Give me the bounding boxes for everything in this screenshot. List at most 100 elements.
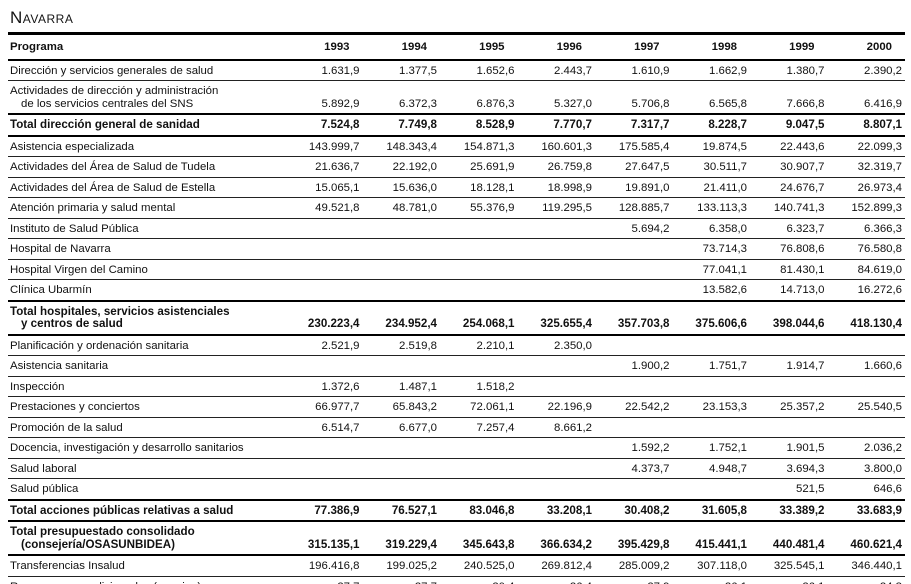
cell-value: 23.153,3 <box>672 396 750 418</box>
cell-value: 148.343,4 <box>362 135 440 157</box>
cell-value: 230.223,4 <box>285 299 363 336</box>
table-row: Total presupuestado consolidado (consejer… <box>8 520 905 556</box>
table-row: Transferencias Insalud 196.416,8 199.025,2… <box>8 555 905 577</box>
cell-value: 2.443,7 <box>517 59 595 81</box>
cell-value: 1.372,6 <box>285 376 363 397</box>
cell-value: 81.430,1 <box>750 259 828 280</box>
row-label-line1: Atención primaria y salud mental <box>10 202 176 214</box>
cell-value <box>827 334 905 356</box>
cell-value: 1.752,1 <box>672 437 750 459</box>
cell-value: 140.741,3 <box>750 197 828 219</box>
cell-value: 4.948,7 <box>672 458 750 479</box>
cell-value: 418.130,4 <box>827 299 905 336</box>
cell-value <box>362 478 440 500</box>
row-label-line1: Salud laboral <box>10 462 77 475</box>
cell-value: 37,7 <box>362 576 440 584</box>
cell-value: 325.655,4 <box>517 299 595 336</box>
cell-value: 375.606,6 <box>672 299 750 336</box>
column-header-year-2000: 2000 <box>827 32 905 61</box>
table-row: Promoción de la salud 6.514,7 6.677,0 7.257… <box>8 417 905 438</box>
cell-value <box>362 259 440 280</box>
row-label-line1: Inspección <box>10 380 65 393</box>
cell-value: 1.751,7 <box>672 355 750 377</box>
cell-value: 4.373,7 <box>595 458 673 479</box>
table-row: Instituto de Salud Pública 5.694,2 6.358,0… <box>8 218 905 239</box>
cell-value <box>595 334 673 356</box>
cell-value: 1.901,5 <box>750 437 828 459</box>
column-header-programa: Programa <box>8 32 285 61</box>
row-label: Clínica Ubarmín <box>8 279 285 301</box>
row-label: Instituto de Salud Pública <box>8 218 285 239</box>
cell-value: 1.660,6 <box>827 355 905 377</box>
cell-value: 7.317,7 <box>595 113 673 137</box>
row-label-line1: Planificación y ordenación sanitaria <box>10 339 189 352</box>
column-header-year-1997: 1997 <box>595 32 673 61</box>
cell-value: 3.800,0 <box>827 458 905 479</box>
cell-value: 21.636,7 <box>285 156 363 178</box>
cell-value: 48.781,0 <box>362 197 440 219</box>
row-label-line1: Hospital Virgen del Camino <box>10 263 148 276</box>
cell-value: 234.952,4 <box>362 299 440 336</box>
cell-value: 1.900,2 <box>595 355 673 377</box>
cell-value: 76.808,6 <box>750 238 828 260</box>
cell-value: 1.610,9 <box>595 59 673 81</box>
row-label: Prestaciones y conciertos <box>8 396 285 418</box>
row-label-line1: Clínica Ubarmín <box>10 284 92 296</box>
cell-value: 26.973,4 <box>827 177 905 198</box>
row-label-line1: Salud pública <box>10 483 79 495</box>
cell-value: 315.135,1 <box>285 520 363 556</box>
cell-value <box>285 437 363 459</box>
row-label: Recursos no condicionados (por cien) <box>8 576 285 584</box>
cell-value: 25.540,5 <box>827 396 905 418</box>
cell-value: 415.441,1 <box>672 520 750 556</box>
cell-value: 16.272,6 <box>827 279 905 301</box>
cell-value <box>362 355 440 377</box>
row-label-line1: Transferencias Insalud <box>10 560 125 572</box>
cell-value: 6.677,0 <box>362 417 440 438</box>
cell-value: 24.676,7 <box>750 177 828 198</box>
cell-value: 1.914,7 <box>750 355 828 377</box>
cell-value <box>517 458 595 479</box>
row-label: Asistencia sanitaria <box>8 355 285 377</box>
cell-value: 25.691,9 <box>440 156 518 178</box>
cell-value: 6.323,7 <box>750 218 828 239</box>
cell-value <box>827 376 905 397</box>
row-label: Dirección y servicios generales de salud <box>8 59 285 81</box>
cell-value: 66.977,7 <box>285 396 363 418</box>
cell-value <box>362 279 440 301</box>
column-header-year-1998: 1998 <box>672 32 750 61</box>
cell-value: 175.585,4 <box>595 135 673 157</box>
cell-value: 1.592,2 <box>595 437 673 459</box>
row-label-line1: Prestaciones y conciertos <box>10 401 140 413</box>
cell-value <box>517 355 595 377</box>
cell-value: 6.366,3 <box>827 218 905 239</box>
row-label-line1: Hospital de Navarra <box>10 243 111 255</box>
cell-value <box>285 238 363 260</box>
page-title: Navarra <box>10 8 74 27</box>
row-label: Actividades de dirección y administració… <box>8 80 285 115</box>
cell-value <box>672 417 750 438</box>
row-label-line1: Actividades del Área de Salud de Tudela <box>10 161 216 173</box>
cell-value: 460.621,4 <box>827 520 905 556</box>
cell-value: 25.357,2 <box>750 396 828 418</box>
row-label: Promoción de la salud <box>8 417 285 438</box>
cell-value: 30.907,7 <box>750 156 828 178</box>
cell-value: 15.065,1 <box>285 177 363 198</box>
row-label-line1: Total acciones públicas relativas a salu… <box>10 503 234 517</box>
row-label: Transferencias Insalud <box>8 555 285 577</box>
row-label-line2: (consejería/OSASUNBIDEA) <box>21 537 175 551</box>
table-row: Asistencia sanitaria 1.900,2 1.751,7 1.914,… <box>8 355 905 377</box>
cell-value: 26,1 <box>750 576 828 584</box>
table-header: Programa 1993 1994 1995 1996 1997 1998 1999 2000 <box>8 32 905 61</box>
cell-value: 19.891,0 <box>595 177 673 198</box>
cell-value <box>440 238 518 260</box>
cell-value: 6.514,7 <box>285 417 363 438</box>
cell-value: 7.749,8 <box>362 113 440 137</box>
table-body: Dirección y servicios generales de salud… <box>8 59 905 584</box>
cell-value: 325.545,1 <box>750 555 828 577</box>
cell-value: 307.118,0 <box>672 555 750 577</box>
cell-value <box>285 355 363 377</box>
table-row: Hospital Virgen del Camino 77.041,1 81.430… <box>8 259 905 280</box>
row-label: Total acciones públicas relativas a salu… <box>8 498 285 522</box>
row-label: Atención primaria y salud mental <box>8 197 285 219</box>
